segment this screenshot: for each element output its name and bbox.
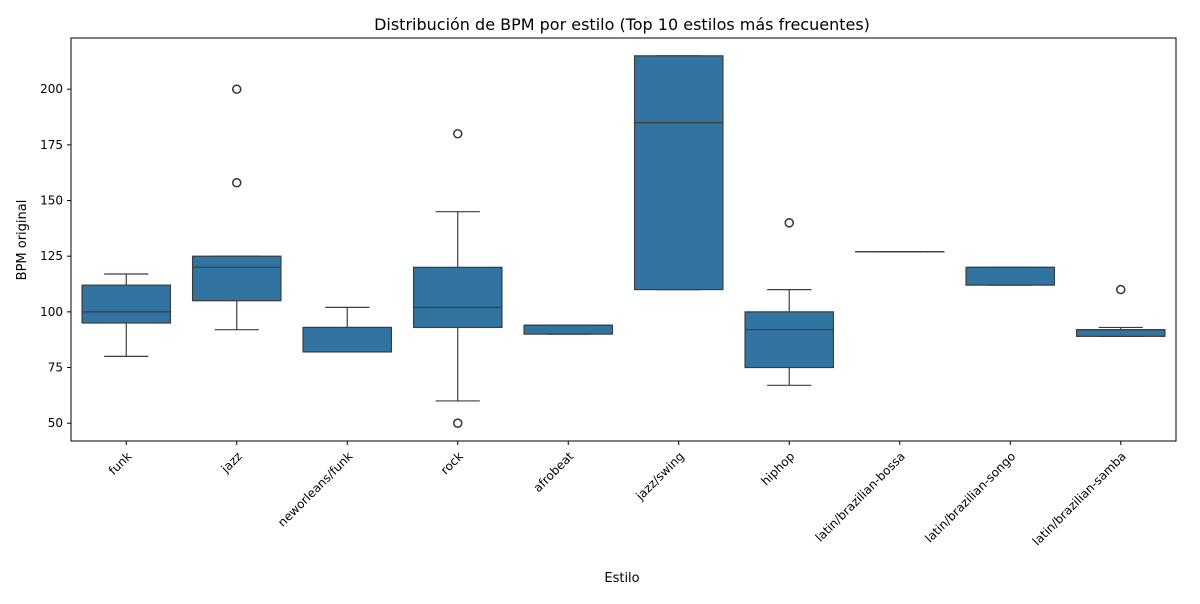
y-tick-label: 150 (40, 194, 63, 208)
box-jazz (193, 85, 281, 329)
x-tick-label: latin/brazilian-songo (922, 449, 1018, 545)
iqr-box (635, 56, 723, 290)
plot-area: 50 75 100 125 150 175 200 funk jazz neworleans/fu… (40, 56, 1165, 549)
box-funk (82, 274, 170, 356)
box-jazz-swing (635, 56, 723, 290)
y-tick-label: 175 (40, 138, 63, 152)
y-tick-label: 125 (40, 249, 63, 263)
x-tick-label: jazz (218, 449, 245, 476)
iqr-box (966, 267, 1054, 285)
y-axis-label: BPM original (15, 200, 30, 281)
iqr-box (193, 256, 281, 301)
iqr-box (414, 267, 502, 327)
x-tick-label: afrobeat (531, 449, 577, 495)
x-tick-label: latin/brazilian-samba (1030, 449, 1129, 548)
iqr-box (1077, 330, 1165, 337)
y-tick-label: 100 (40, 305, 63, 319)
box-rock (414, 130, 502, 427)
box-afrobeat (524, 325, 612, 334)
x-tick-label: jazz/swing (632, 449, 686, 503)
y-tick-label: 200 (40, 82, 63, 96)
box-neworleans-funk (303, 307, 391, 352)
outlier-point (785, 219, 793, 227)
box-latin-brazilian-songo (966, 267, 1054, 285)
plot-frame (71, 38, 1176, 441)
y-tick-label: 75 (48, 361, 63, 375)
box-hiphop (745, 219, 833, 386)
outlier-point (233, 85, 241, 93)
iqr-box (303, 327, 391, 351)
iqr-box (524, 325, 612, 334)
x-tick-label: rock (438, 449, 466, 477)
box-latin-brazilian-samba (1077, 286, 1165, 337)
outlier-point (1117, 286, 1125, 294)
outlier-point (233, 179, 241, 187)
outlier-point (454, 130, 462, 138)
x-tick-label: neworleans/funk (275, 449, 355, 529)
iqr-box (82, 285, 170, 323)
y-tick-label: 50 (48, 416, 63, 430)
chart-title: Distribución de BPM por estilo (Top 10 e… (374, 15, 870, 34)
x-tick-label: funk (106, 449, 135, 478)
x-axis-label: Estilo (604, 571, 639, 586)
x-tick-label: hiphop (758, 449, 797, 488)
outlier-point (454, 419, 462, 427)
x-tick-label: latin/brazilian-bossa (813, 449, 908, 544)
iqr-box (745, 312, 833, 368)
